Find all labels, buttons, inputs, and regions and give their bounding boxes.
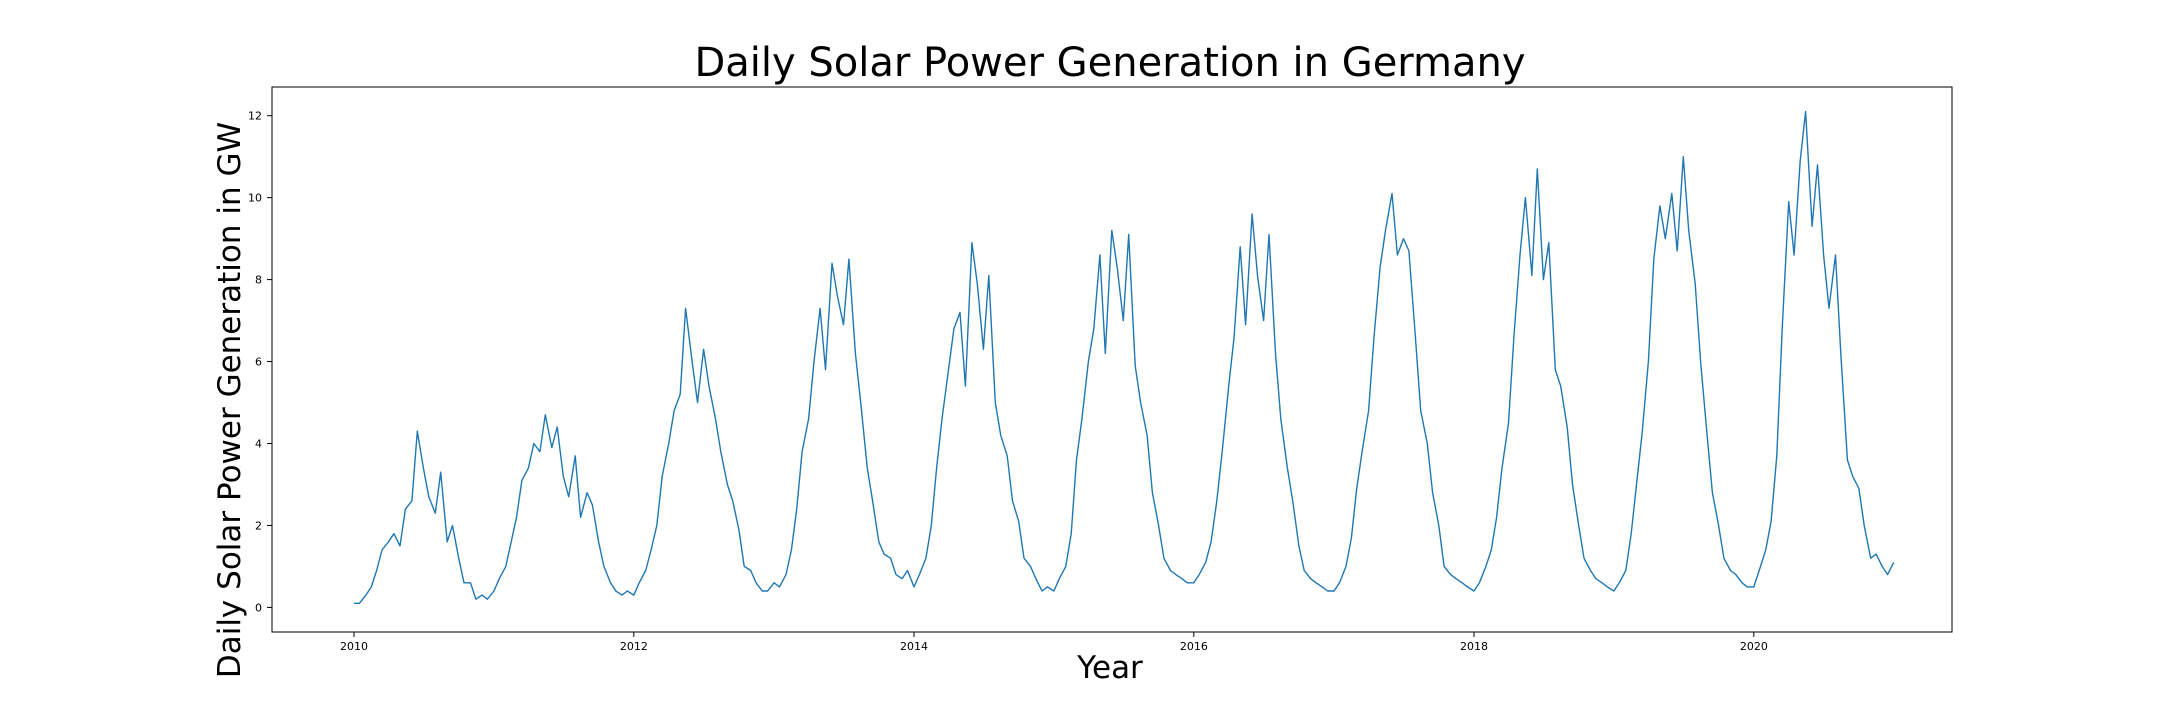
x-axis: 2010 2012 2014 2016 2018 2020 — [340, 632, 1768, 653]
series-layer — [354, 110, 1895, 604]
y-tick-label: 6 — [255, 356, 262, 369]
chart-title: Daily Solar Power Generation in Germany — [694, 40, 1525, 86]
y-tick-label: 0 — [255, 601, 262, 614]
y-tick-label: 8 — [255, 274, 262, 287]
y-axis-label: Daily Solar Power Generation in GW — [212, 122, 248, 678]
series-line — [354, 110, 1895, 604]
x-tick-label: 2012 — [620, 640, 648, 653]
plot-frame — [271, 86, 1953, 633]
x-tick-label: 2016 — [1180, 640, 1208, 653]
y-tick-label: 2 — [255, 519, 262, 532]
x-tick-label: 2014 — [900, 640, 928, 653]
x-tick-label: 2010 — [340, 640, 368, 653]
plot-area: 2010 2012 2014 2016 2018 2020 0 2 4 6 8 10 12 — [248, 86, 1953, 653]
y-axis: 0 2 4 6 8 10 12 — [248, 110, 272, 614]
y-tick-label: 10 — [248, 192, 262, 205]
y-tick-label: 12 — [248, 110, 262, 123]
x-tick-label: 2020 — [1740, 640, 1768, 653]
x-axis-label: Year — [1076, 650, 1143, 686]
x-tick-label: 2018 — [1460, 640, 1488, 653]
y-tick-label: 4 — [255, 438, 262, 451]
